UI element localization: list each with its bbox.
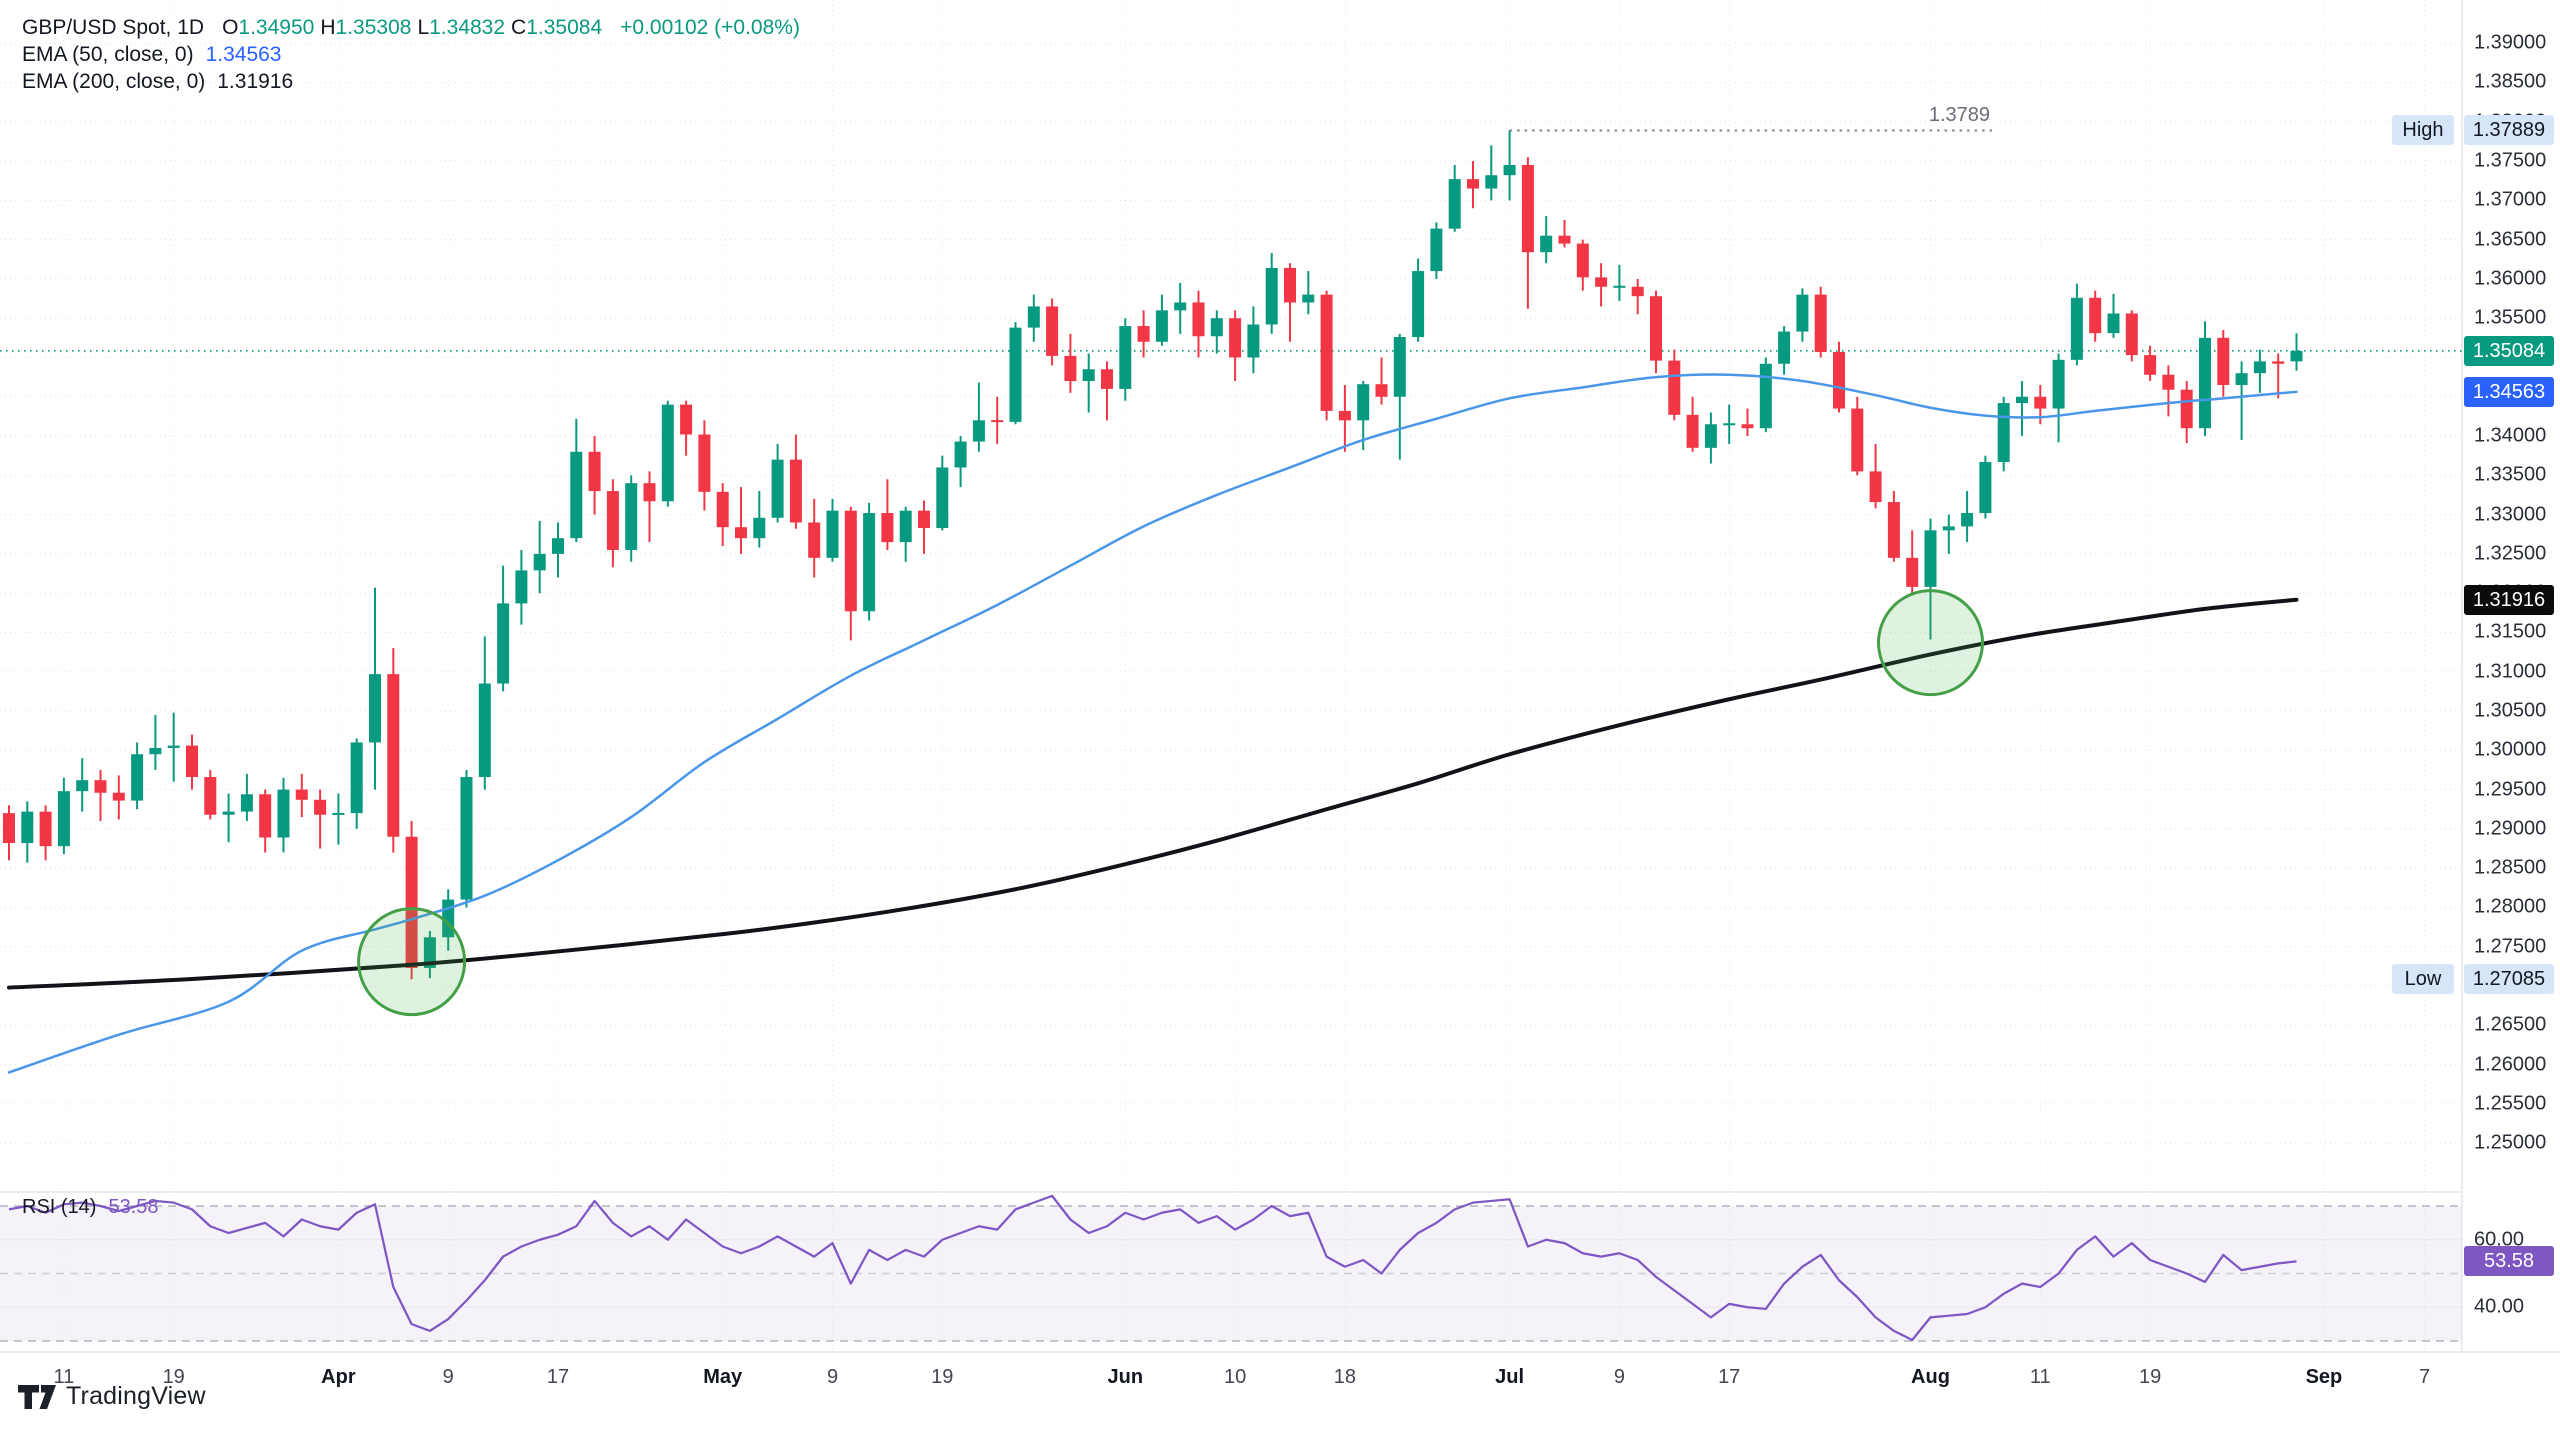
time-axis-label: Jul <box>1495 1366 1525 1388</box>
ohlc-key: O <box>222 15 239 39</box>
time-axis-label: 19 <box>2138 1366 2162 1388</box>
symbol-title: GBP/USD Spot, 1D <box>22 15 205 39</box>
rsi-pane <box>0 1205 2462 1342</box>
ema50-label: EMA (50, close, 0) <box>22 42 194 66</box>
legend-ema200-row[interactable]: EMA (200, close, 0) 1.31916 <box>22 68 800 95</box>
highlight-circle <box>1877 589 1984 697</box>
price-axis-label: 1.37500 <box>2474 149 2547 172</box>
pane-borders <box>0 0 2560 1353</box>
ohlc-values: O1.34950 H1.35308 L1.34832 C1.35084 <box>216 16 602 40</box>
last-price-badge: 1.35084 <box>2464 335 2554 366</box>
tradingview-watermark[interactable]: TradingView <box>18 1382 206 1411</box>
price-axis-label: 1.26500 <box>2474 1013 2547 1036</box>
time-axis-label: 7 <box>2419 1366 2431 1388</box>
price-axis-label: 1.31000 <box>2474 660 2547 683</box>
price-axis-label: 1.33000 <box>2474 503 2547 526</box>
price-axis-label: 1.29000 <box>2474 817 2547 840</box>
price-axis-label: 1.36500 <box>2474 228 2547 251</box>
high-value-badge: 1.37889 <box>2464 115 2554 146</box>
time-axis-label: May <box>703 1366 743 1388</box>
price-axis-label: 1.35500 <box>2474 306 2547 329</box>
time-axis-label: Sep <box>2305 1366 2343 1388</box>
ema200-price-badge: 1.31916 <box>2464 584 2554 615</box>
price-axis-label: 1.31500 <box>2474 620 2547 643</box>
price-axis-label: 1.26000 <box>2474 1053 2547 1076</box>
time-axis-label: 9 <box>442 1366 454 1388</box>
watermark-text: TradingView <box>66 1382 206 1410</box>
legend-ema50-row[interactable]: EMA (50, close, 0) 1.34563 <box>22 41 800 68</box>
time-axis-label: 9 <box>1613 1366 1625 1388</box>
ohlc-value: 1.34832 <box>429 15 506 39</box>
ema200-label: EMA (200, close, 0) <box>22 69 206 93</box>
ohlc-value: 1.35308 <box>335 15 412 39</box>
ema200-value: 1.31916 <box>217 69 294 93</box>
rsi-axis-label: 60.00 <box>2474 1228 2525 1251</box>
time-axis-label: 17 <box>1718 1366 1741 1388</box>
legend-symbol-row[interactable]: GBP/USD Spot, 1D O1.34950 H1.35308 L1.3483… <box>22 14 800 41</box>
price-axis-label: 1.28000 <box>2474 895 2547 918</box>
time-axis-label: 17 <box>546 1366 570 1388</box>
price-axis-label: 1.28500 <box>2474 856 2547 879</box>
ema50-value: 1.34563 <box>205 42 282 66</box>
ohlc-value: 1.35084 <box>526 15 603 39</box>
high-pill: High <box>2392 115 2454 146</box>
ohlc-key: H <box>320 15 336 39</box>
time-axis-label: 11 <box>2029 1366 2051 1388</box>
price-axis-label: 1.34000 <box>2474 424 2547 447</box>
candles-layer[interactable] <box>3 130 2303 980</box>
price-axis-label: 1.25000 <box>2474 1131 2547 1154</box>
time-axis-label: 9 <box>826 1366 839 1388</box>
price-axis-label: 1.30000 <box>2474 738 2547 761</box>
price-axis-label: 1.32500 <box>2474 542 2547 565</box>
time-axis-label: 11 <box>53 1366 75 1388</box>
price-axis-label: 1.27500 <box>2474 935 2547 958</box>
price-axis-label: 1.38500 <box>2474 70 2547 93</box>
price-axis-label: 1.25500 <box>2474 1092 2547 1115</box>
price-axis-label: 1.39000 <box>2474 31 2547 54</box>
ema200-line[interactable] <box>7 597 2299 990</box>
time-axis-label: 19 <box>931 1366 954 1388</box>
time-axis-label: Aug <box>1911 1366 1950 1388</box>
high-price-annotation: 1.3789 <box>1928 104 1990 126</box>
time-axis-label: 10 <box>1223 1366 1247 1388</box>
highlight-circles <box>357 589 1984 1017</box>
low-value-badge: 1.27085 <box>2464 964 2554 995</box>
rsi-value: 53.58 <box>108 1196 159 1218</box>
change-value: +0.00102 (+0.08%) <box>620 15 800 39</box>
time-axis-label: 19 <box>162 1366 185 1388</box>
low-pill: Low <box>2392 964 2454 995</box>
time-axis-label: Apr <box>321 1366 356 1388</box>
ohlc-key: L <box>417 15 430 39</box>
ema50-line[interactable] <box>7 373 2298 1074</box>
time-axis-label: Jun <box>1107 1366 1144 1388</box>
ohlc-value: 1.34950 <box>238 15 315 39</box>
rsi-line[interactable] <box>8 1194 2297 1342</box>
rsi-value-badge: 53.58 <box>2464 1246 2554 1277</box>
price-axis-label: 1.29500 <box>2474 778 2547 801</box>
ema50-price-badge: 1.34563 <box>2464 376 2554 407</box>
price-axis-label: 1.36000 <box>2474 267 2547 290</box>
rsi-label: RSI (14) <box>22 1196 97 1218</box>
price-axis-label: 1.30500 <box>2474 699 2547 722</box>
ohlc-key: C <box>511 15 527 39</box>
legend: GBP/USD Spot, 1D O1.34950 H1.35308 L1.3483… <box>22 14 800 95</box>
highlight-circle <box>357 907 467 1017</box>
time-axis-label: 18 <box>1333 1366 1357 1388</box>
rsi-legend[interactable]: RSI (14) 53.58 <box>22 1196 159 1219</box>
rsi-axis-label: 40.00 <box>2474 1295 2525 1318</box>
price-axis-label: 1.33500 <box>2474 463 2547 486</box>
tradingview-logo-icon <box>18 1384 56 1409</box>
price-axis-label: 1.37000 <box>2474 188 2547 211</box>
